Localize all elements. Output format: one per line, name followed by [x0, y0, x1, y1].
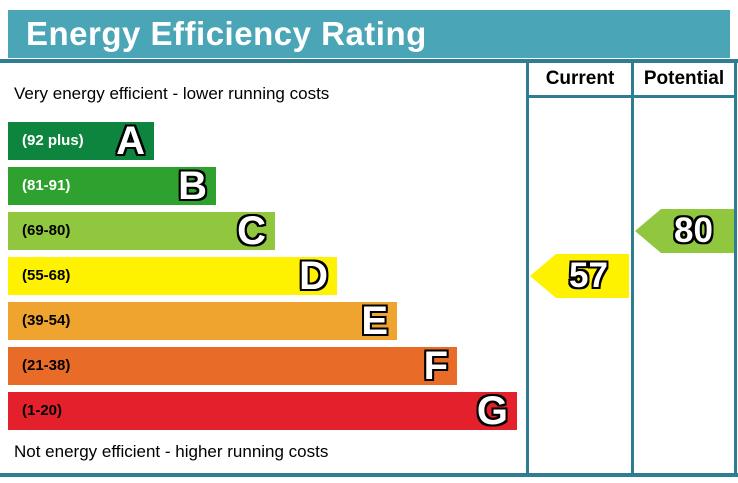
rating-band-row-a: (92 plus) A [8, 119, 154, 163]
band-range-label: (21-38) [22, 357, 71, 374]
rating-band-row-e: (39-54) E [8, 299, 397, 343]
rating-band-row-g: (1-20) G [8, 389, 517, 433]
band-range-label: (81-91) [22, 177, 71, 194]
rating-marker-value: 80 [674, 211, 713, 250]
table-right-border [734, 59, 737, 477]
potential-column-header: Potential [643, 68, 725, 89]
top-note: Very energy efficient - lower running co… [14, 84, 330, 103]
band-range-label: (55-68) [22, 267, 71, 284]
band-letter: E [361, 299, 388, 343]
rating-band-row-f: (21-38) F [8, 344, 457, 388]
band-letter: B [178, 164, 207, 208]
band-letter: A [116, 119, 145, 163]
band-letter: D [299, 254, 328, 298]
band-range-label: (39-54) [22, 312, 71, 329]
band-range-label: (92 plus) [22, 132, 84, 149]
current-column-left-border [526, 59, 529, 477]
rating-marker-value: 57 [569, 256, 608, 295]
bottom-note: Not energy efficient - higher running co… [14, 442, 329, 461]
rating-band-row-c: (69-80) C [8, 209, 275, 253]
chart-title: Energy Efficiency Rating [8, 10, 730, 58]
band-letter: F [423, 344, 448, 388]
band-range-label: (69-80) [22, 222, 71, 239]
potential-column-left-border [631, 59, 634, 477]
band-letter: C [237, 209, 266, 253]
table-bottom-border [0, 473, 738, 477]
column-header-underline [526, 95, 737, 98]
current-column-header: Current [545, 68, 615, 89]
rating-band-row-b: (81-91) B [8, 164, 216, 208]
band-letter: G [476, 389, 508, 433]
band-range-label: (1-20) [22, 402, 63, 419]
current-marker-arrow: 57 [530, 254, 629, 298]
rating-band-row-d: (55-68) D [8, 254, 337, 298]
potential-marker-arrow: 80 [635, 209, 734, 253]
table-top-border [0, 59, 738, 63]
